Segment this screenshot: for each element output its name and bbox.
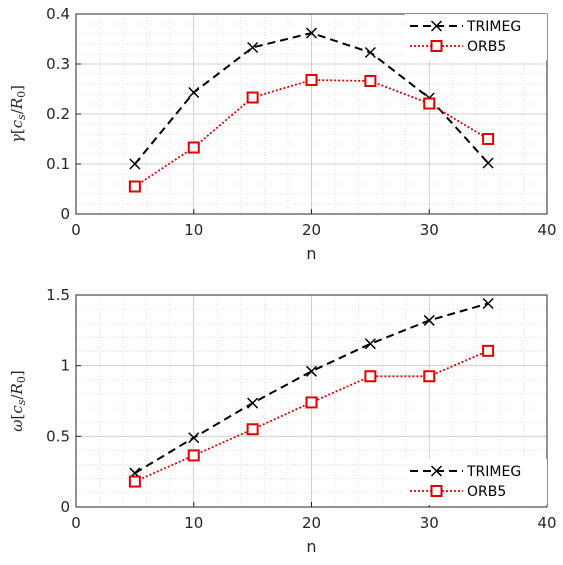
- data-point: [430, 485, 443, 497]
- chart-1: 0 10 20 30 40 0 0.1 0.2 0.3 0.4 n γ[cs/R0] TRIMEG ORB…: [8, 5, 557, 263]
- data-point: [482, 157, 494, 169]
- y-tick-label: 0.3: [46, 55, 70, 73]
- series-trimeg: [129, 27, 494, 170]
- data-point: [364, 338, 376, 350]
- data-point: [364, 46, 376, 59]
- data-point: [247, 41, 259, 54]
- data-point: [364, 75, 377, 87]
- legend-box: [405, 14, 547, 60]
- data-point: [129, 158, 141, 170]
- data-point: [482, 297, 494, 310]
- legend-label: ORB5: [467, 39, 506, 55]
- legend-label: TRIMEG: [466, 464, 521, 480]
- x-tick-label: 30: [420, 221, 439, 239]
- data-point: [128, 180, 141, 193]
- data-point: [188, 86, 200, 99]
- legend-box: [405, 459, 547, 505]
- x-tick-label: 0: [71, 221, 81, 239]
- series-trimeg: [129, 297, 494, 479]
- data-point: [423, 314, 435, 326]
- data-point: [430, 40, 443, 52]
- x-tick-label: 10: [184, 221, 203, 239]
- y-tick-label: 0.2: [46, 105, 70, 123]
- x-tick-label: 30: [420, 514, 439, 532]
- data-point: [430, 20, 443, 32]
- series-orb5: [128, 74, 495, 193]
- data-point: [423, 97, 436, 110]
- data-point: [482, 133, 495, 145]
- data-point: [188, 432, 200, 444]
- data-point: [246, 423, 259, 436]
- legend-label: TRIMEG: [466, 19, 521, 35]
- y-tick-label: 0: [60, 205, 70, 223]
- data-point: [187, 141, 200, 154]
- data-point: [423, 370, 436, 383]
- data-point: [128, 475, 141, 488]
- y-tick-label: 1: [60, 357, 70, 375]
- legend: TRIMEG ORB5: [405, 459, 547, 505]
- series-orb5: [128, 344, 495, 488]
- y-tick-label: 0.4: [46, 5, 70, 23]
- data-point: [305, 365, 318, 377]
- y-tick-label: 1.5: [46, 286, 70, 304]
- data-point: [246, 91, 259, 104]
- x-tick-label: 0: [71, 514, 81, 532]
- x-tick-label: 40: [537, 514, 556, 532]
- y-axis-label: ω[cs/R0]: [8, 370, 28, 431]
- x-tick-label: 20: [302, 221, 321, 239]
- chart-2: 0 10 20 30 40 0 0.5 1 1.5 n ω[cs/R0] TRIMEG ORB5: [8, 286, 557, 556]
- y-tick-label: 0: [60, 498, 70, 516]
- data-point: [305, 396, 318, 409]
- x-tick-label: 40: [537, 221, 556, 239]
- data-point: [305, 74, 318, 86]
- data-point: [430, 465, 443, 477]
- legend: TRIMEG ORB5: [405, 14, 547, 60]
- data-point: [247, 397, 259, 409]
- x-axis-label: n: [306, 537, 316, 556]
- legend-label: ORB5: [467, 484, 506, 500]
- x-tick-label: 10: [184, 514, 203, 532]
- y-tick-label: 0.1: [46, 155, 70, 173]
- data-point: [364, 370, 377, 383]
- data-point: [482, 344, 495, 357]
- y-tick-label: 0.5: [46, 427, 70, 445]
- x-tick-label: 20: [302, 514, 321, 532]
- x-axis-label: n: [306, 244, 316, 263]
- data-point: [187, 449, 200, 462]
- data-point: [305, 27, 318, 39]
- y-axis-label: γ[cs/R0]: [8, 85, 28, 143]
